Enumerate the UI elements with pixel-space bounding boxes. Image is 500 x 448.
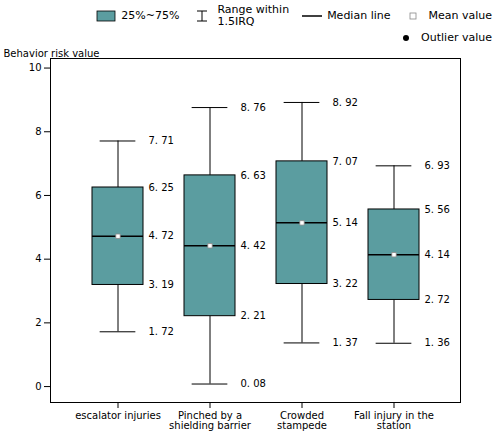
svg-text:Crowdedstampede: Crowdedstampede (277, 410, 327, 431)
svg-text:7. 71: 7. 71 (149, 135, 174, 146)
svg-text:6: 6 (35, 190, 41, 201)
svg-text:Pinched by ashielding barrier: Pinched by ashielding barrier (169, 410, 252, 431)
svg-text:1. 36: 1. 36 (425, 338, 450, 349)
svg-text:1. 72: 1. 72 (149, 326, 174, 337)
html-text:Outlier value: Outlier value (421, 31, 492, 45)
svg-text:0. 08: 0. 08 (241, 379, 266, 390)
svg-text:4. 14: 4. 14 (425, 249, 450, 260)
html-text:Mean value: Mean value (428, 9, 492, 22)
svg-text:4: 4 (35, 254, 41, 265)
svg-text:2. 21: 2. 21 (241, 311, 266, 322)
svg-text:2. 72: 2. 72 (425, 294, 450, 305)
svg-text:3. 19: 3. 19 (149, 279, 174, 290)
svg-text:escalator injuries: escalator injuries (75, 410, 161, 421)
svg-text:6. 63: 6. 63 (241, 170, 266, 181)
svg-text:1. 37: 1. 37 (333, 337, 358, 348)
svg-text:8. 76: 8. 76 (241, 102, 266, 113)
svg-text:4. 72: 4. 72 (149, 231, 174, 242)
svg-text:6. 93: 6. 93 (425, 160, 450, 171)
svg-text:Behavior risk value: Behavior risk value (4, 48, 100, 59)
svg-text:8. 92: 8. 92 (333, 97, 358, 108)
svg-text:10: 10 (29, 63, 42, 74)
svg-text:8: 8 (35, 126, 41, 137)
svg-text:5. 14: 5. 14 (333, 217, 358, 228)
svg-text:2: 2 (35, 317, 41, 328)
svg-text:6. 25: 6. 25 (149, 182, 174, 193)
svg-text:0: 0 (35, 381, 41, 392)
svg-text:5. 56: 5. 56 (425, 204, 450, 215)
svg-text:3. 22: 3. 22 (333, 278, 358, 289)
html-text:25%~75%: 25%~75% (121, 9, 180, 22)
svg-text:7. 07: 7. 07 (333, 156, 358, 167)
svg-text:4. 42: 4. 42 (241, 240, 266, 251)
svg-text:Fall injury in thestation: Fall injury in thestation (354, 410, 434, 431)
html-text:Median line: Median line (327, 9, 391, 22)
html-text:Range within 1.5IRQ: Range within 1.5IRQ (217, 3, 290, 29)
